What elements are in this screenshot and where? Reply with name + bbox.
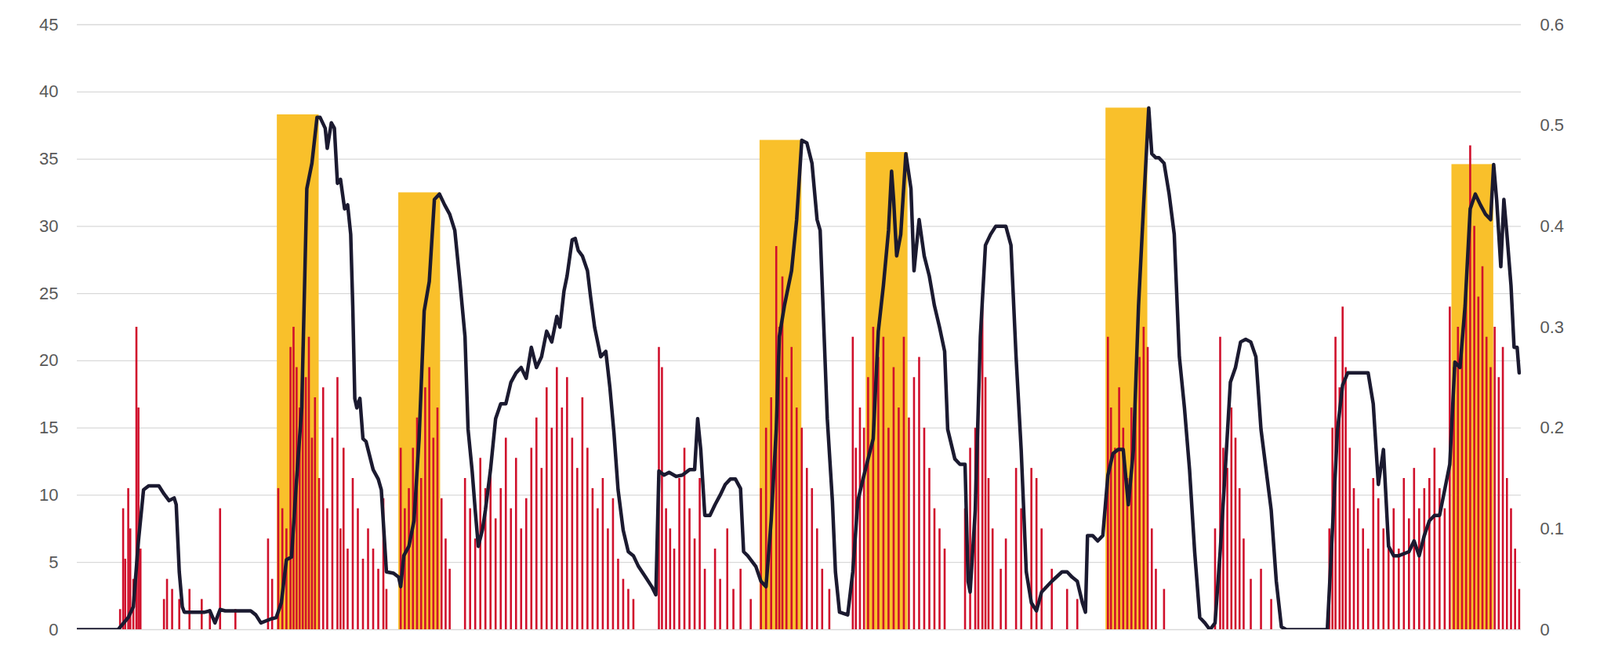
svg-text:5: 5	[48, 552, 59, 573]
svg-text:15: 15	[39, 417, 59, 438]
svg-text:20: 20	[39, 350, 59, 371]
svg-text:35: 35	[39, 148, 59, 169]
svg-text:0.4: 0.4	[1540, 216, 1565, 236]
svg-text:45: 45	[39, 14, 59, 35]
svg-text:25: 25	[39, 283, 59, 304]
svg-text:0: 0	[1540, 620, 1550, 640]
svg-text:0.2: 0.2	[1540, 417, 1565, 438]
svg-text:40: 40	[39, 81, 59, 102]
svg-text:0: 0	[48, 620, 59, 640]
svg-text:0.5: 0.5	[1540, 115, 1565, 135]
svg-text:0.3: 0.3	[1540, 317, 1565, 338]
svg-text:0.6: 0.6	[1540, 14, 1565, 35]
svg-text:0.1: 0.1	[1540, 518, 1565, 539]
svg-text:10: 10	[39, 485, 59, 505]
svg-text:30: 30	[39, 216, 59, 236]
